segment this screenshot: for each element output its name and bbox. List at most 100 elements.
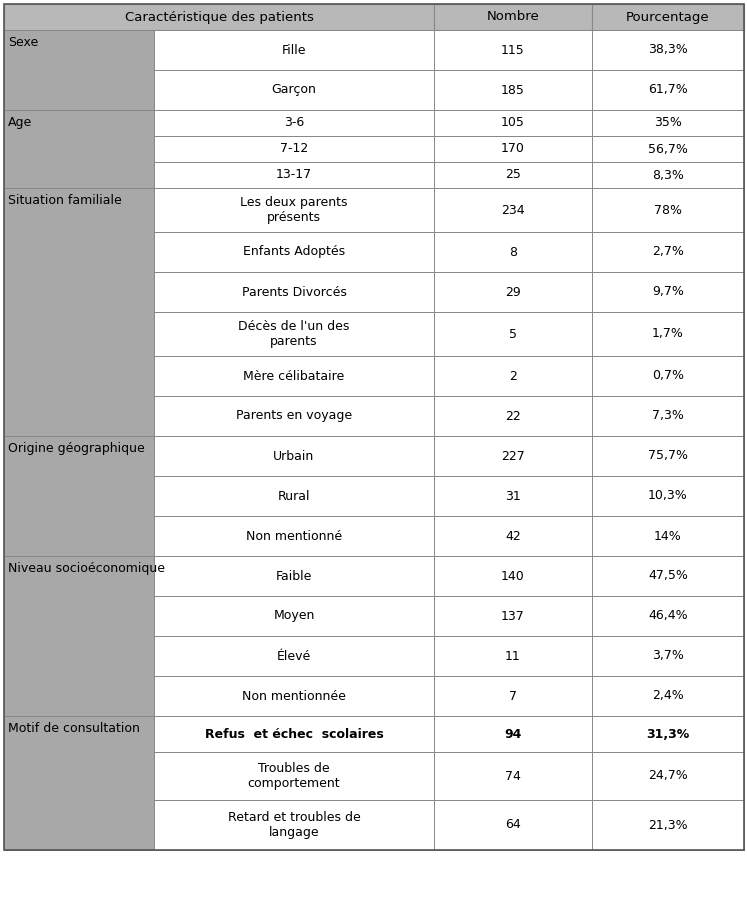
Bar <box>592 556 744 596</box>
Bar <box>592 636 744 676</box>
Bar <box>154 70 434 110</box>
Bar <box>154 396 434 436</box>
Bar <box>592 70 744 110</box>
Text: Moyen: Moyen <box>273 609 314 623</box>
Text: 2,7%: 2,7% <box>652 245 684 258</box>
Bar <box>154 676 434 716</box>
Bar <box>434 556 592 596</box>
Text: 61,7%: 61,7% <box>648 83 688 96</box>
Text: 105: 105 <box>501 116 525 129</box>
Bar <box>592 4 744 30</box>
Bar <box>592 800 744 850</box>
Bar <box>592 752 744 800</box>
Bar <box>154 188 434 232</box>
Bar <box>154 110 434 136</box>
Bar <box>4 30 154 110</box>
Text: Sexe: Sexe <box>8 36 38 49</box>
Bar <box>592 30 744 70</box>
Text: Pourcentage: Pourcentage <box>626 10 710 24</box>
Bar <box>434 476 592 516</box>
Text: Situation familiale: Situation familiale <box>8 194 122 207</box>
Text: 64: 64 <box>505 819 521 832</box>
Text: 10,3%: 10,3% <box>648 489 688 503</box>
Bar <box>154 716 434 752</box>
Text: 115: 115 <box>501 43 525 57</box>
Text: Mère célibataire: Mère célibataire <box>244 369 344 383</box>
Bar <box>154 800 434 850</box>
Text: 78%: 78% <box>654 203 682 216</box>
Bar <box>434 110 592 136</box>
Bar <box>592 272 744 312</box>
Text: 140: 140 <box>501 570 525 583</box>
Bar <box>154 436 434 476</box>
Text: 94: 94 <box>504 727 521 740</box>
Text: 7-12: 7-12 <box>280 143 308 156</box>
Text: 2: 2 <box>509 369 517 383</box>
Text: Parents Divorcés: Parents Divorcés <box>241 286 347 299</box>
Bar <box>4 436 154 556</box>
Text: 38,3%: 38,3% <box>648 43 688 57</box>
Text: 11: 11 <box>505 649 521 662</box>
Bar <box>592 676 744 716</box>
Bar <box>592 162 744 188</box>
Text: 14%: 14% <box>654 529 682 542</box>
Bar <box>592 516 744 556</box>
Text: 31: 31 <box>505 489 521 503</box>
Text: 185: 185 <box>501 83 525 96</box>
Text: 29: 29 <box>505 286 521 299</box>
Bar <box>592 110 744 136</box>
Text: Garçon: Garçon <box>272 83 317 96</box>
Bar <box>434 752 592 800</box>
Bar <box>4 4 434 30</box>
Text: Niveau socioéconomique: Niveau socioéconomique <box>8 562 165 575</box>
Text: Faible: Faible <box>276 570 312 583</box>
Bar <box>154 752 434 800</box>
Bar <box>434 188 592 232</box>
Bar <box>154 232 434 272</box>
Bar <box>434 232 592 272</box>
Text: Fille: Fille <box>282 43 306 57</box>
Text: Urbain: Urbain <box>273 450 314 463</box>
Bar <box>154 556 434 596</box>
Text: 2,4%: 2,4% <box>652 690 684 703</box>
Bar <box>592 396 744 436</box>
Text: 74: 74 <box>505 769 521 782</box>
Text: Enfants Adoptés: Enfants Adoptés <box>243 245 345 258</box>
Text: Les deux parents
présents: Les deux parents présents <box>241 196 348 224</box>
Bar <box>154 516 434 556</box>
Bar <box>434 4 592 30</box>
Bar <box>4 110 154 188</box>
Text: 22: 22 <box>505 409 521 422</box>
Text: 42: 42 <box>505 529 521 542</box>
Text: 3,7%: 3,7% <box>652 649 684 662</box>
Text: 46,4%: 46,4% <box>648 609 688 623</box>
Bar <box>434 596 592 636</box>
Bar <box>154 272 434 312</box>
Text: Origine géographique: Origine géographique <box>8 442 145 455</box>
Text: Refus  et échec  scolaires: Refus et échec scolaires <box>205 727 383 740</box>
Text: Troubles de
comportement: Troubles de comportement <box>248 762 341 790</box>
Bar <box>434 162 592 188</box>
Text: Parents en voyage: Parents en voyage <box>236 409 352 422</box>
Text: Nombre: Nombre <box>486 10 539 24</box>
Bar <box>434 716 592 752</box>
Bar <box>154 476 434 516</box>
Bar <box>592 188 744 232</box>
Bar <box>592 476 744 516</box>
Text: 35%: 35% <box>654 116 682 129</box>
Bar <box>434 516 592 556</box>
Text: Élevé: Élevé <box>277 649 311 662</box>
Text: 31,3%: 31,3% <box>646 727 689 740</box>
Bar <box>154 356 434 396</box>
Bar <box>592 356 744 396</box>
Text: 5: 5 <box>509 328 517 341</box>
Bar <box>4 188 154 436</box>
Text: Décès de l'un des
parents: Décès de l'un des parents <box>238 320 350 348</box>
Bar <box>434 676 592 716</box>
Bar <box>154 596 434 636</box>
Bar <box>434 70 592 110</box>
Bar <box>592 312 744 356</box>
Text: 8: 8 <box>509 245 517 258</box>
Text: 3-6: 3-6 <box>284 116 304 129</box>
Bar <box>592 136 744 162</box>
